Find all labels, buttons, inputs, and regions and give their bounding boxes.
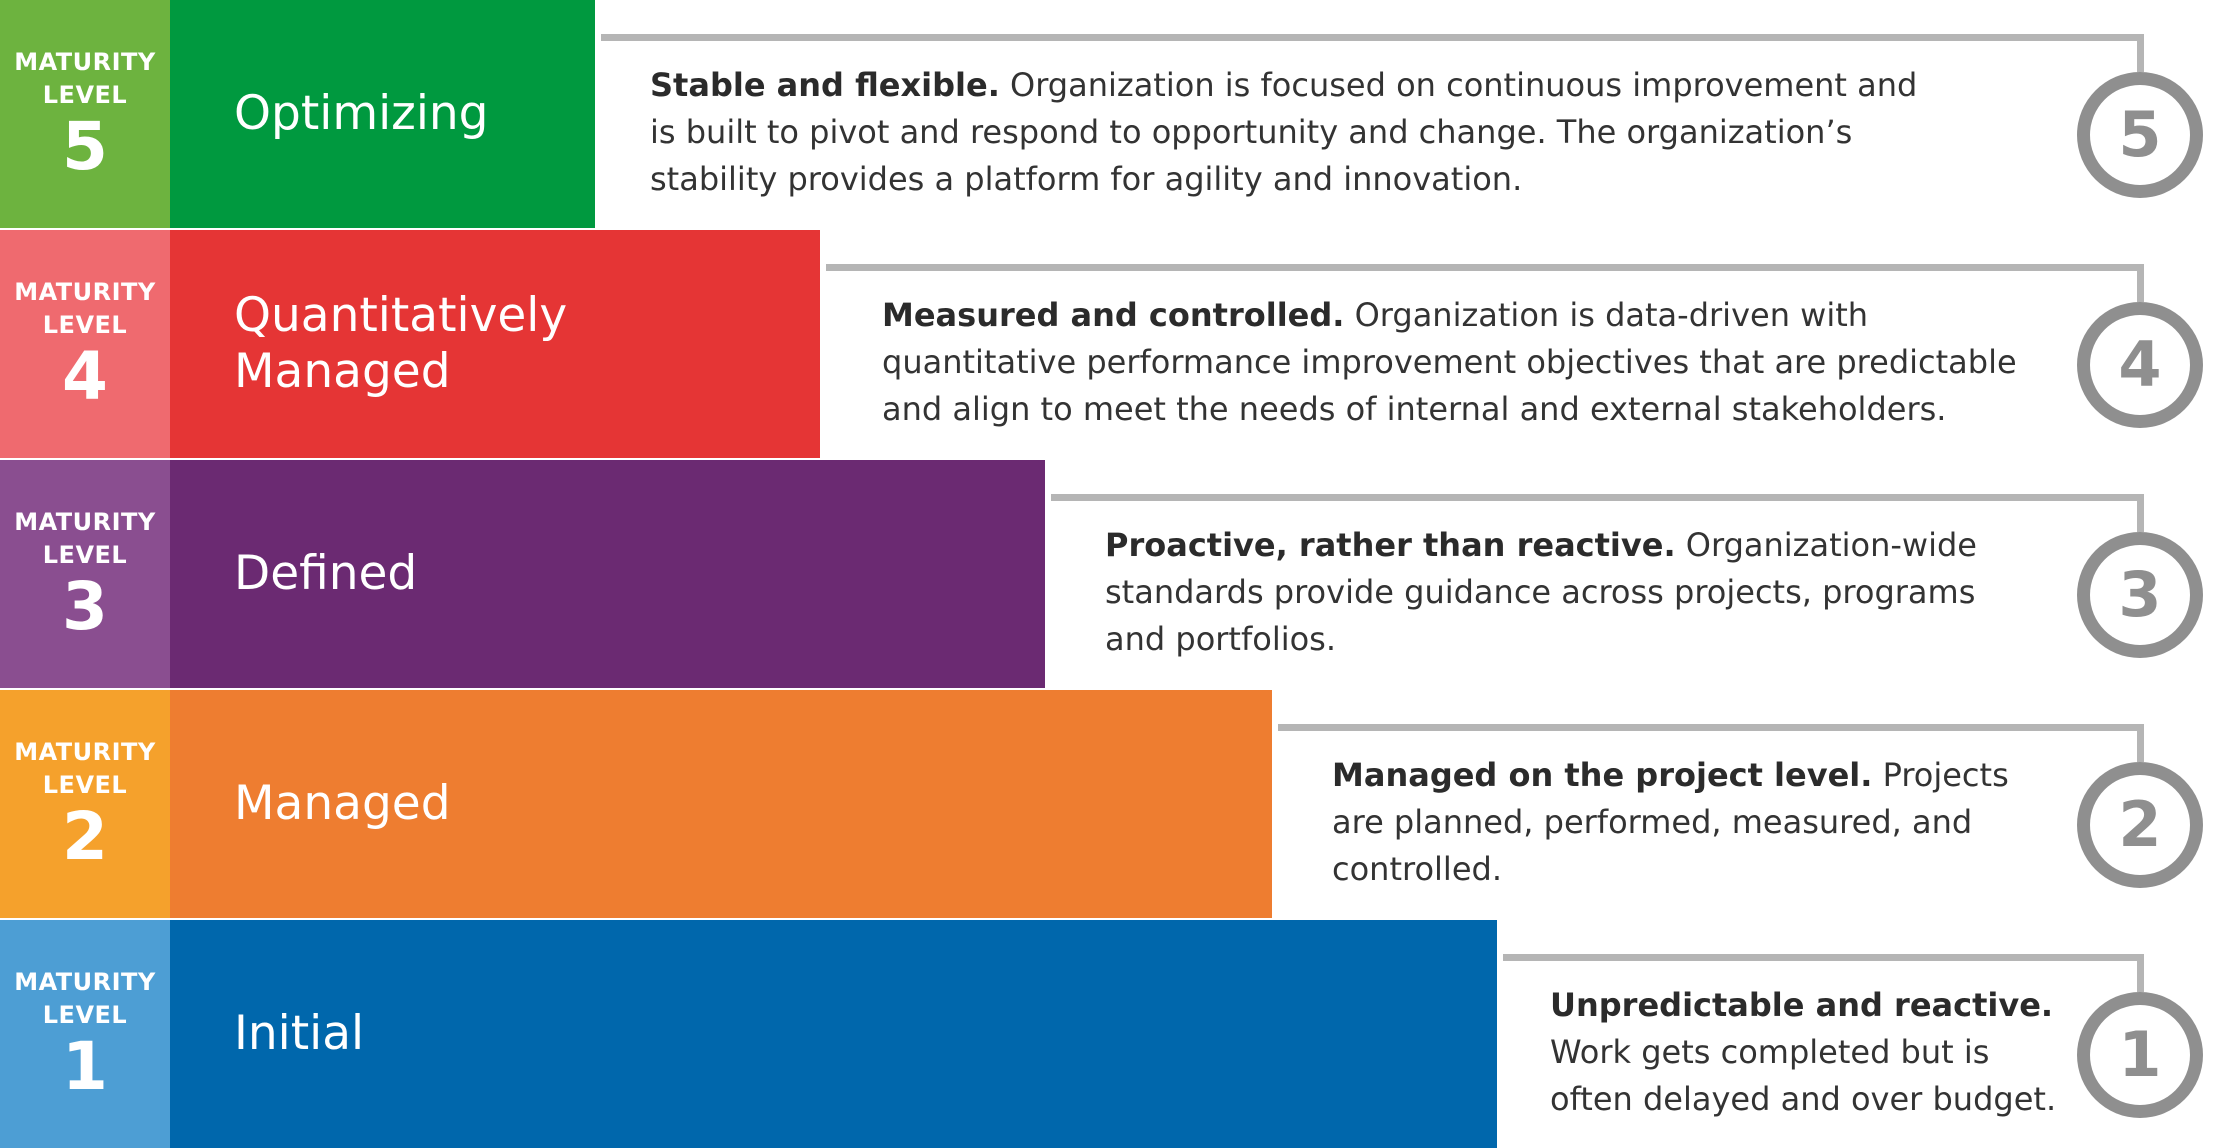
- badge-number: 5: [2118, 98, 2162, 171]
- description-body: Organization-wide standards provide guid…: [1105, 526, 1977, 658]
- level-caption: LEVEL: [42, 541, 128, 569]
- description-body: Projects are planned, performed, measure…: [1332, 756, 2009, 888]
- level-name-line: Managed: [234, 776, 451, 831]
- level-3-badge: 3: [2077, 532, 2203, 658]
- level-2-label: MATURITY LEVEL 2: [0, 690, 170, 918]
- level-5-name: Optimizing: [170, 86, 489, 142]
- level-4-description: Measured and controlled. Organization is…: [882, 292, 2062, 433]
- level-1-band: MATURITY LEVEL 1 Initial: [0, 920, 1497, 1148]
- level-4-connector: [826, 264, 2144, 302]
- level-5-label: MATURITY LEVEL 5: [0, 0, 170, 228]
- level-2-badge: 2: [2077, 762, 2203, 888]
- level-1-name-panel: Initial: [170, 920, 1497, 1148]
- level-name-line: Optimizing: [234, 86, 489, 141]
- maturity-caption: MATURITY: [14, 508, 156, 536]
- level-5-badge: 5: [2077, 72, 2203, 198]
- level-caption: LEVEL: [42, 81, 128, 109]
- level-caption: LEVEL: [42, 1001, 128, 1029]
- level-number: 2: [62, 798, 108, 875]
- level-4-name-panel: Quantitatively Managed: [170, 230, 820, 458]
- description-lead: Stable and flexible.: [650, 66, 1000, 104]
- level-number: 1: [62, 1028, 108, 1105]
- level-3-connector: [1051, 494, 2144, 532]
- level-number: 3: [62, 568, 108, 645]
- level-3-label: MATURITY LEVEL 3: [0, 460, 170, 688]
- level-4-name: Quantitatively Managed: [170, 288, 567, 400]
- level-4-label: MATURITY LEVEL 4: [0, 230, 170, 458]
- level-caption: LEVEL: [42, 771, 128, 799]
- level-name-line: Defined: [234, 546, 418, 601]
- level-1-description: Unpredictable and reactive. Work gets co…: [1550, 982, 2070, 1123]
- maturity-caption: MATURITY: [14, 968, 156, 996]
- level-4-badge: 4: [2077, 302, 2203, 428]
- level-3-band: MATURITY LEVEL 3 Defined: [0, 460, 1045, 688]
- description-lead: Unpredictable and reactive.: [1550, 986, 2054, 1024]
- level-2-connector: [1278, 724, 2144, 762]
- badge-inner: 5: [2090, 85, 2190, 185]
- level-1-badge: 1: [2077, 992, 2203, 1118]
- maturity-caption: MATURITY: [14, 738, 156, 766]
- badge-inner: 3: [2090, 545, 2190, 645]
- description-lead: Measured and controlled.: [882, 296, 1345, 334]
- level-2-name-panel: Managed: [170, 690, 1272, 918]
- level-caption: LEVEL: [42, 311, 128, 339]
- level-5-name-panel: Optimizing: [170, 0, 595, 228]
- level-3-name: Defined: [170, 546, 417, 602]
- level-5-band: MATURITY LEVEL 5 Optimizing: [0, 0, 595, 228]
- description-body: Organization is data-driven with quantit…: [882, 296, 2017, 428]
- badge-inner: 2: [2090, 775, 2190, 875]
- level-number: 5: [62, 108, 108, 185]
- level-3-name-panel: Defined: [170, 460, 1045, 688]
- description-lead: Managed on the project level.: [1332, 756, 1873, 794]
- level-2-name: Managed: [170, 776, 451, 832]
- badge-inner: 1: [2090, 1005, 2190, 1105]
- maturity-caption: MATURITY: [14, 278, 156, 306]
- level-2-description: Managed on the project level. Projects a…: [1332, 752, 2012, 893]
- level-name-line: Quantitatively: [234, 288, 568, 343]
- maturity-caption: MATURITY: [14, 48, 156, 76]
- level-3-description: Proactive, rather than reactive. Organiz…: [1105, 522, 2005, 663]
- badge-number: 2: [2118, 788, 2162, 861]
- level-1-label: MATURITY LEVEL 1: [0, 920, 170, 1148]
- level-1-name: Initial: [170, 1006, 364, 1062]
- badge-number: 4: [2118, 328, 2162, 401]
- level-4-band: MATURITY LEVEL 4 Quantitatively Managed: [0, 230, 820, 458]
- description-body: Organization is focused on continuous im…: [650, 66, 1918, 198]
- level-5-description: Stable and flexible. Organization is foc…: [650, 62, 1940, 203]
- level-number: 4: [62, 338, 108, 415]
- description-lead: Proactive, rather than reactive.: [1105, 526, 1676, 564]
- badge-inner: 4: [2090, 315, 2190, 415]
- level-name-line: Initial: [234, 1006, 365, 1061]
- level-name-line: Managed: [234, 344, 451, 399]
- badge-number: 1: [2118, 1018, 2162, 1091]
- level-2-band: MATURITY LEVEL 2 Managed: [0, 690, 1272, 918]
- badge-number: 3: [2118, 558, 2162, 631]
- description-body: Work gets completed but is often delayed…: [1550, 1033, 2057, 1118]
- level-1-connector: [1503, 954, 2144, 992]
- level-5-connector: [601, 34, 2144, 72]
